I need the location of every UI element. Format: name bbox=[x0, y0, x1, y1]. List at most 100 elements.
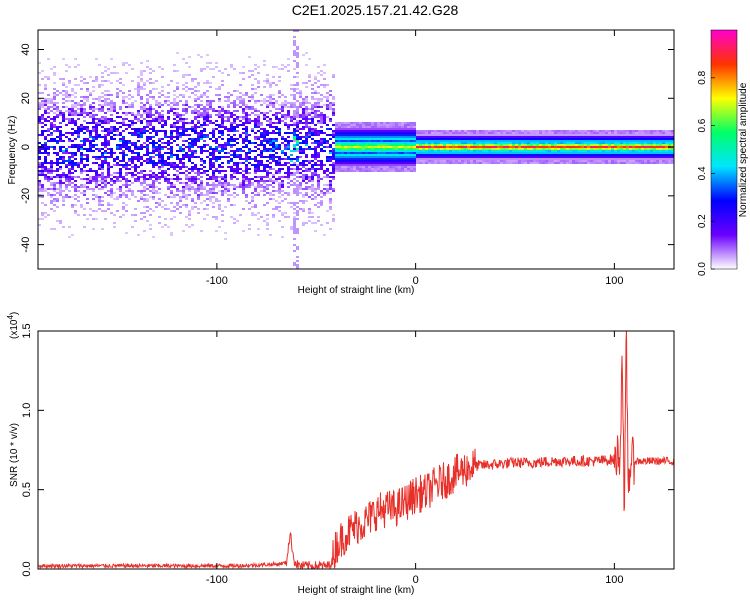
heatmap-cell bbox=[548, 154, 551, 156]
heatmap-cell bbox=[62, 162, 65, 164]
heatmap-cell bbox=[347, 138, 350, 140]
heatmap-cell bbox=[248, 142, 251, 144]
heatmap-cell bbox=[422, 148, 425, 150]
heatmap-cell bbox=[434, 134, 437, 136]
heatmap-cell bbox=[209, 160, 212, 162]
heatmap-cell bbox=[521, 156, 524, 158]
heatmap-cell bbox=[206, 194, 209, 196]
heatmap-cell bbox=[491, 140, 494, 142]
heatmap-cell bbox=[353, 166, 356, 168]
heatmap-cell bbox=[44, 212, 47, 214]
heatmap-cell bbox=[296, 256, 299, 258]
heatmap-cell bbox=[404, 152, 407, 154]
heatmap-cell bbox=[158, 148, 161, 150]
heatmap-cell bbox=[401, 128, 404, 130]
heatmap-cell bbox=[230, 174, 233, 176]
heatmap-cell bbox=[269, 96, 272, 98]
heatmap-cell bbox=[74, 152, 77, 154]
heatmap-cell bbox=[71, 132, 74, 134]
heatmap-cell bbox=[149, 116, 152, 118]
heatmap-cell bbox=[500, 138, 503, 140]
heatmap-cell bbox=[302, 116, 305, 118]
heatmap-cell bbox=[443, 140, 446, 142]
heatmap-cell bbox=[98, 96, 101, 98]
heatmap-cell bbox=[242, 182, 245, 184]
heatmap-cell bbox=[188, 138, 191, 140]
heatmap-cell bbox=[326, 176, 329, 178]
heatmap-cell bbox=[296, 156, 299, 158]
heatmap-cell bbox=[50, 110, 53, 112]
heatmap-cell bbox=[146, 198, 149, 200]
heatmap-cell bbox=[278, 186, 281, 188]
heatmap-cell bbox=[170, 132, 173, 134]
heatmap-cell bbox=[218, 164, 221, 166]
heatmap-cell bbox=[59, 114, 62, 116]
heatmap-cell bbox=[149, 136, 152, 138]
heatmap-cell bbox=[242, 116, 245, 118]
heatmap-cell bbox=[314, 146, 317, 148]
heatmap-cell bbox=[224, 152, 227, 154]
heatmap-cell bbox=[470, 144, 473, 146]
heatmap-cell bbox=[500, 150, 503, 152]
heatmap-cell bbox=[299, 208, 302, 210]
heatmap-cell bbox=[227, 74, 230, 76]
heatmap-cell bbox=[254, 166, 257, 168]
heatmap-cell bbox=[233, 138, 236, 140]
heatmap-cell bbox=[311, 178, 314, 180]
heatmap-cell bbox=[410, 148, 413, 150]
heatmap-cell bbox=[68, 140, 71, 142]
heatmap-cell bbox=[554, 140, 557, 142]
heatmap-cell bbox=[194, 138, 197, 140]
heatmap-cell bbox=[182, 84, 185, 86]
heatmap-cell bbox=[431, 130, 434, 132]
heatmap-cell bbox=[305, 168, 308, 170]
heatmap-cell bbox=[335, 128, 338, 130]
heatmap-cell bbox=[299, 120, 302, 122]
heatmap-cell bbox=[95, 176, 98, 178]
heatmap-cell bbox=[47, 188, 50, 190]
heatmap-cell bbox=[377, 170, 380, 172]
heatmap-cell bbox=[134, 152, 137, 154]
heatmap-cell bbox=[401, 152, 404, 154]
heatmap-cell bbox=[59, 180, 62, 182]
heatmap-cell bbox=[470, 140, 473, 142]
heatmap-cell bbox=[95, 124, 98, 126]
heatmap-cell bbox=[368, 150, 371, 152]
heatmap-cell bbox=[209, 116, 212, 118]
heatmap-cell bbox=[146, 152, 149, 154]
heatmap-cell bbox=[71, 100, 74, 102]
heatmap-cell bbox=[362, 162, 365, 164]
heatmap-cell bbox=[131, 144, 134, 146]
heatmap-cell bbox=[167, 196, 170, 198]
heatmap-cell bbox=[116, 158, 119, 160]
heatmap-cell bbox=[134, 142, 137, 144]
heatmap-cell bbox=[83, 144, 86, 146]
heatmap-cell bbox=[407, 168, 410, 170]
heatmap-cell bbox=[335, 148, 338, 150]
heatmap-cell bbox=[194, 100, 197, 102]
heatmap-cell bbox=[299, 188, 302, 190]
heatmap-cell bbox=[437, 150, 440, 152]
heatmap-cell bbox=[53, 130, 56, 132]
heatmap-cell bbox=[359, 162, 362, 164]
heatmap-cell bbox=[260, 128, 263, 130]
heatmap-cell bbox=[110, 192, 113, 194]
heatmap-cell bbox=[290, 140, 293, 142]
heatmap-cell bbox=[266, 132, 269, 134]
heatmap-cell bbox=[545, 156, 548, 158]
heatmap-cell bbox=[218, 100, 221, 102]
heatmap-cell bbox=[332, 96, 335, 98]
heatmap-cell bbox=[236, 98, 239, 100]
heatmap-cell bbox=[257, 118, 260, 120]
heatmap-cell bbox=[479, 134, 482, 136]
heatmap-cell bbox=[491, 156, 494, 158]
heatmap-cell bbox=[302, 140, 305, 142]
heatmap-cell bbox=[293, 30, 296, 32]
heatmap-cell bbox=[338, 148, 341, 150]
heatmap-cell bbox=[164, 224, 167, 226]
heatmap-cell bbox=[326, 84, 329, 86]
heatmap-cell bbox=[233, 106, 236, 108]
heatmap-cell bbox=[374, 150, 377, 152]
heatmap-cell bbox=[569, 144, 572, 146]
heatmap-cell bbox=[221, 114, 224, 116]
